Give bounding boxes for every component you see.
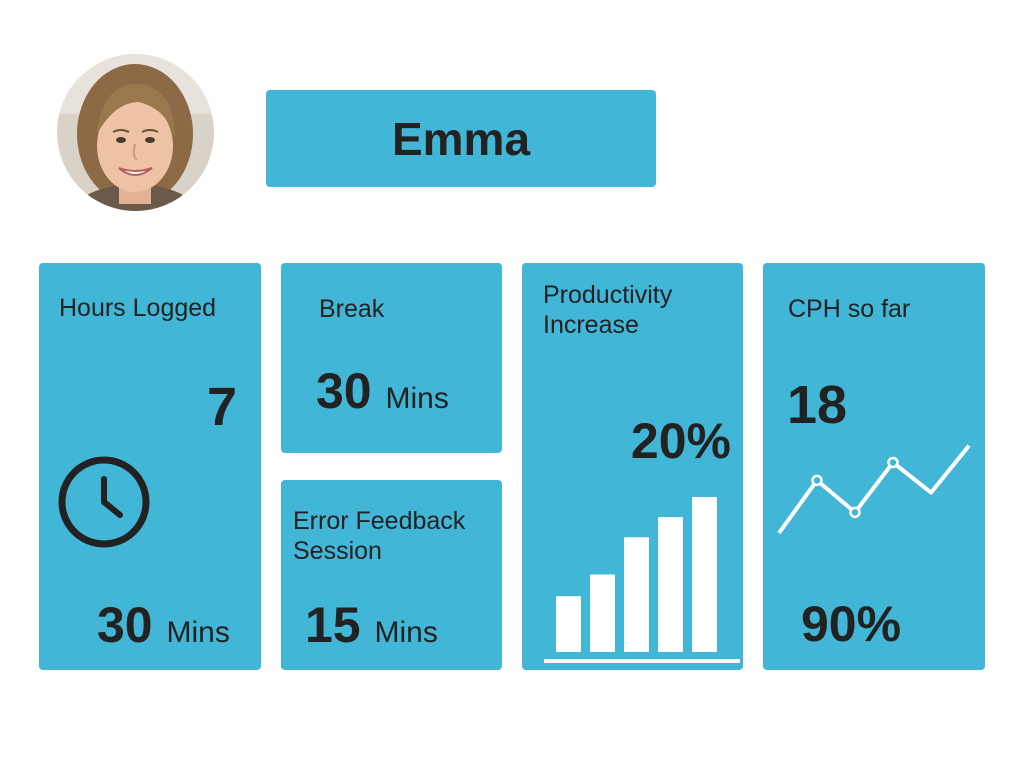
error-feedback-card: Error Feedback Session 15 Mins — [281, 480, 502, 670]
break-duration-unit: Mins — [385, 382, 449, 415]
cph-series-line — [777, 444, 971, 535]
error-feedback-duration-value: 15 — [305, 597, 361, 653]
cph-point-2 — [811, 474, 823, 487]
break-label: Break — [319, 295, 385, 323]
cph-point-3 — [849, 506, 861, 519]
break-duration: 30 Mins — [316, 363, 449, 427]
hours-logged-hours: 7 — [206, 377, 237, 437]
cph-line-chart — [777, 444, 971, 535]
productivity-label-line1: Productivity — [543, 281, 673, 309]
cph-label: CPH so far — [788, 295, 911, 323]
hours-logged-label: Hours Logged — [59, 294, 217, 322]
error-feedback-label-line2: Session — [293, 537, 382, 565]
productivity-card: Productivity Increase 20% — [522, 263, 743, 670]
hours-logged-minutes-unit: Mins — [166, 616, 230, 649]
hours-logged-card: Hours Logged 7 30 Mins — [39, 263, 261, 670]
clock-icon — [58, 456, 150, 548]
error-feedback-duration-unit: Mins — [374, 616, 438, 649]
cph-value: 18 — [787, 375, 848, 435]
cph-point-4 — [887, 456, 899, 469]
break-duration-value: 30 — [316, 363, 372, 419]
bar-5 — [692, 497, 717, 652]
cph-card: CPH so far 18 90% — [763, 263, 985, 670]
productivity-bar-chart — [544, 497, 740, 663]
avatar — [57, 54, 214, 211]
hours-logged-minutes: 30 Mins — [97, 597, 230, 661]
user-name: Emma — [266, 90, 656, 187]
productivity-label-line2: Increase — [543, 311, 639, 339]
person-photo-icon — [57, 54, 214, 211]
error-feedback-label-line1: Error Feedback — [293, 507, 466, 535]
hours-logged-minutes-value: 30 — [97, 597, 153, 653]
productivity-value: 20% — [630, 413, 731, 469]
bar-4 — [658, 517, 683, 652]
cph-percent: 90% — [801, 596, 902, 652]
bar-2 — [590, 574, 615, 652]
error-feedback-duration: 15 Mins — [305, 597, 438, 661]
bar-3 — [624, 537, 649, 652]
break-card: Break 30 Mins — [281, 263, 502, 453]
bar-1 — [556, 596, 581, 652]
